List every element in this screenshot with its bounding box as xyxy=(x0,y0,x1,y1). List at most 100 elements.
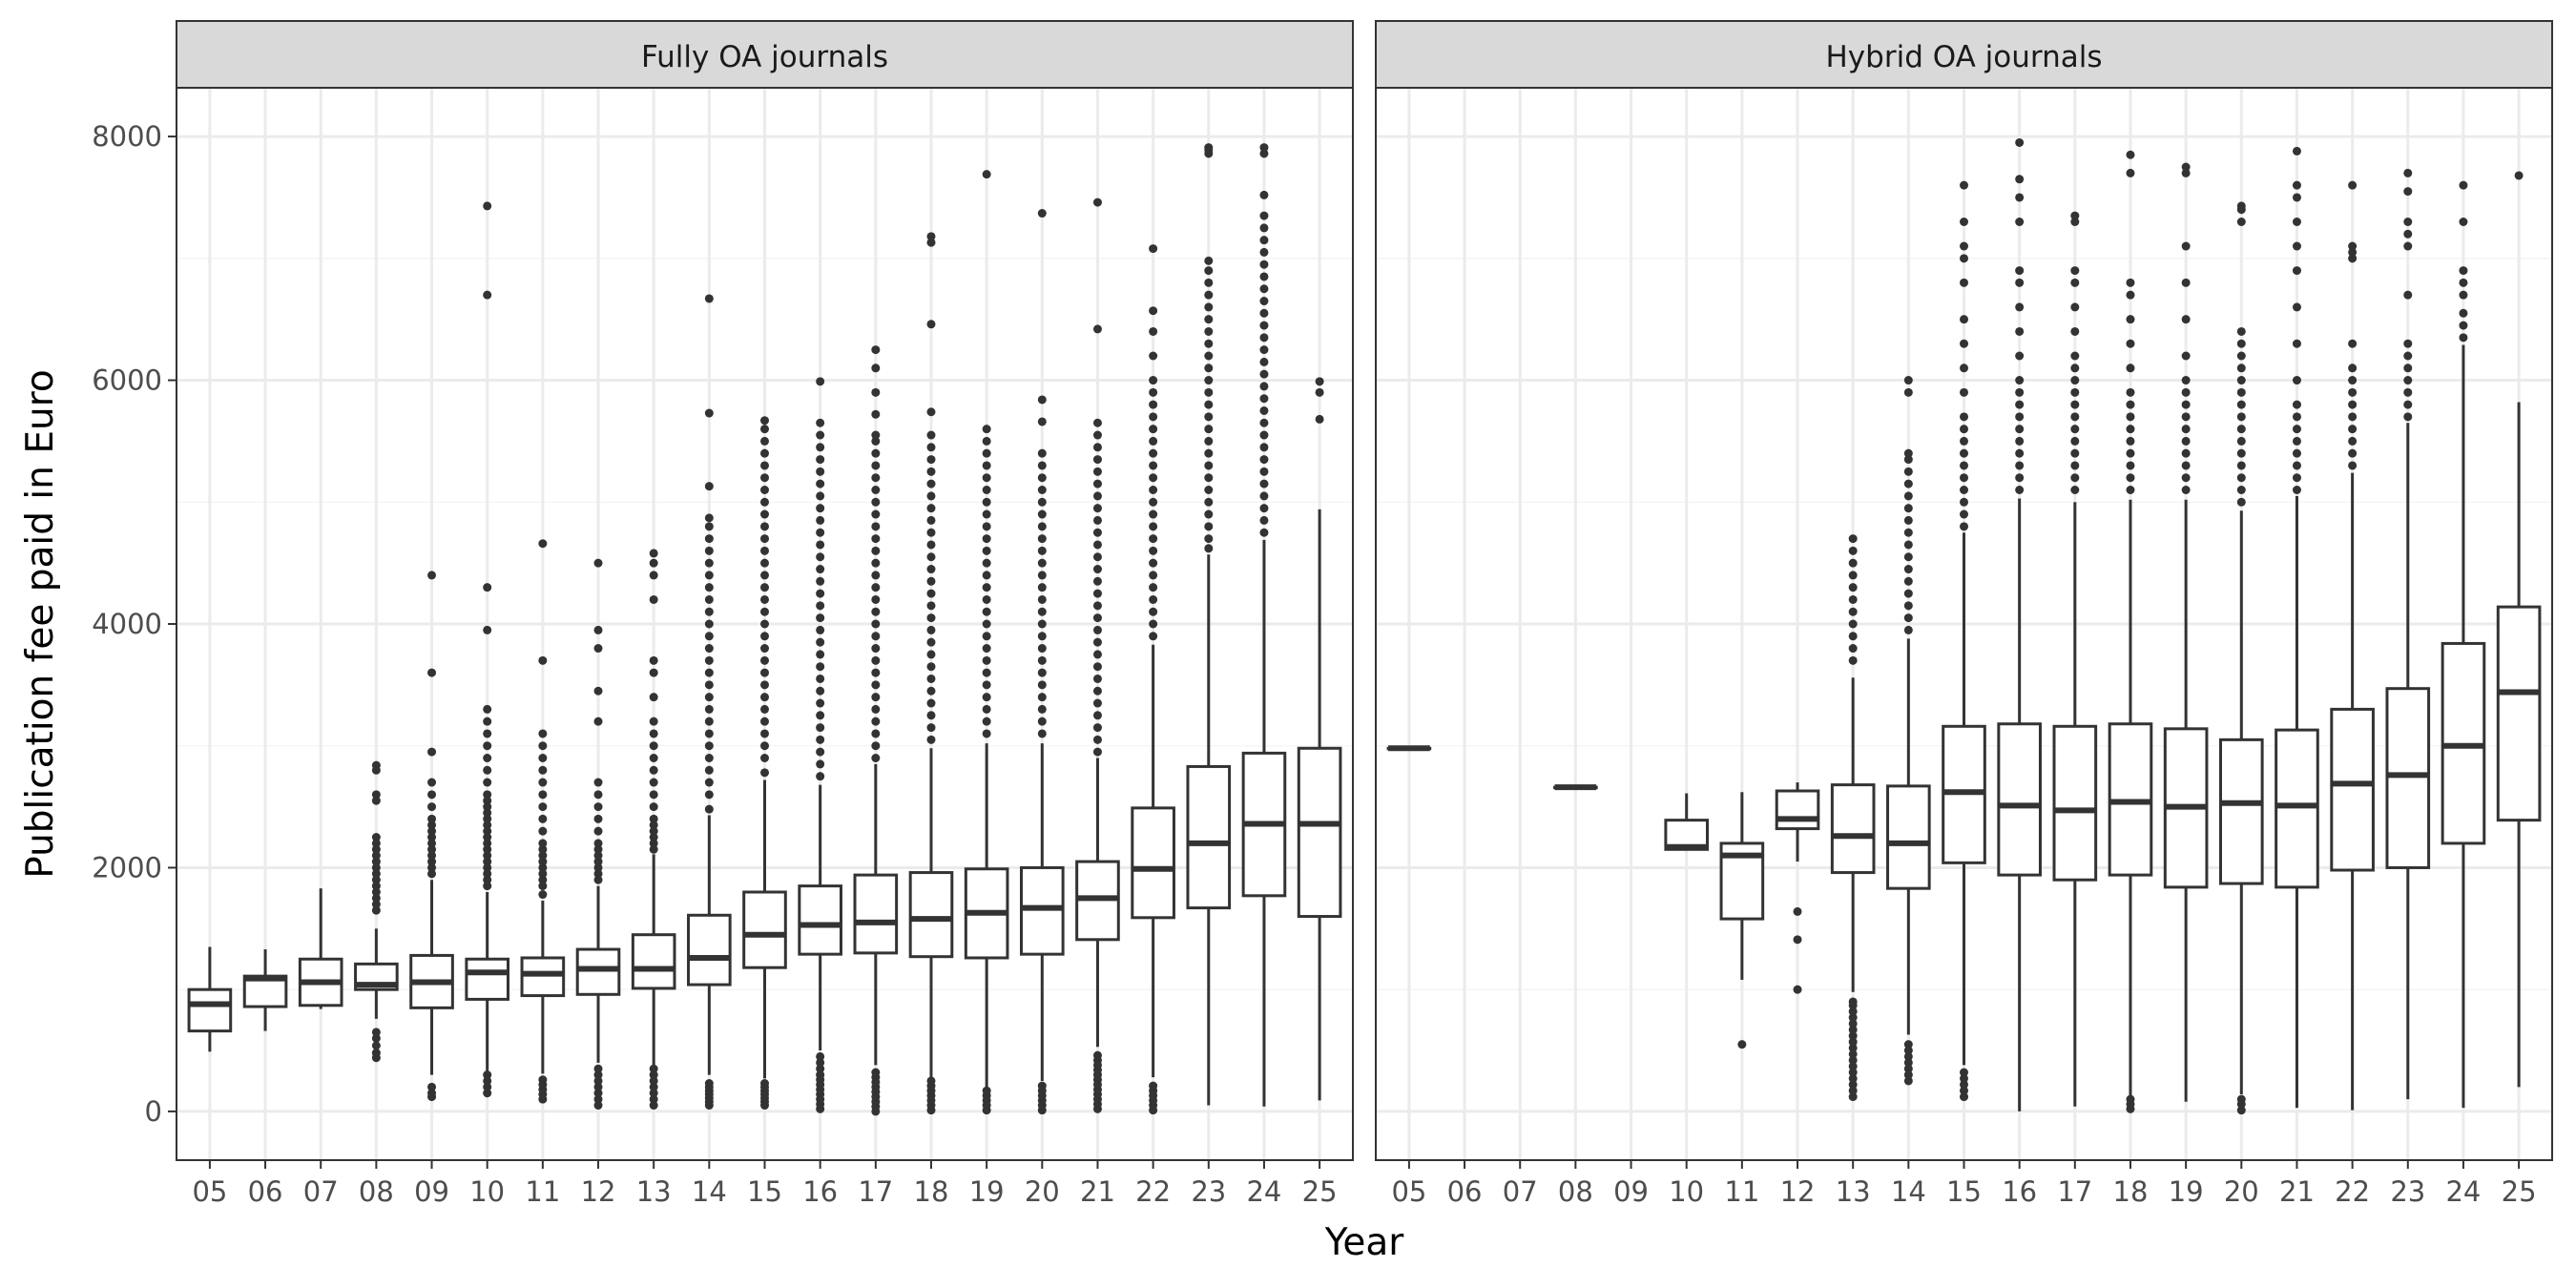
box-11 xyxy=(1719,792,1765,1049)
outlier-point xyxy=(1149,436,1158,446)
outlier-point xyxy=(926,735,936,744)
x-tick-label: 17 xyxy=(858,1175,893,1208)
outlier-point xyxy=(1259,357,1269,366)
outlier-point xyxy=(2236,400,2246,409)
outlier-point xyxy=(593,1082,603,1091)
outlier-point xyxy=(2236,461,2246,470)
outlier-point xyxy=(2181,278,2191,287)
outlier-point xyxy=(2292,461,2301,470)
outlier-point xyxy=(371,869,381,879)
x-tick-label: 23 xyxy=(1191,1175,1226,1208)
outlier-point xyxy=(1149,400,1158,409)
outlier-point xyxy=(926,540,936,550)
x-tick-label: 18 xyxy=(2113,1175,2149,1208)
outlier-point xyxy=(760,448,769,458)
outlier-point xyxy=(1848,644,1858,654)
outlier-point xyxy=(1903,1058,1913,1068)
outlier-point xyxy=(1903,625,1913,634)
box-18 xyxy=(908,232,954,1115)
outlier-point xyxy=(649,839,658,848)
outlier-point xyxy=(1848,1092,1858,1102)
outlier-point xyxy=(1204,143,1214,153)
outlier-point xyxy=(1960,364,1968,373)
outlier-point xyxy=(1315,387,1324,397)
outlier-point xyxy=(1037,417,1047,426)
x-tick-label: 05 xyxy=(192,1175,227,1208)
outlier-point xyxy=(538,844,548,854)
outlier-point xyxy=(704,408,714,418)
outlier-point xyxy=(1903,448,1913,458)
outlier-point xyxy=(926,491,936,501)
outlier-point xyxy=(871,619,881,629)
outlier-point xyxy=(538,655,548,665)
box-16 xyxy=(1997,137,2042,1111)
outlier-point xyxy=(1149,632,1158,641)
x-tick-label: 24 xyxy=(1246,1175,1281,1208)
outlier-point xyxy=(704,693,714,702)
outlier-point xyxy=(538,857,548,866)
outlier-point xyxy=(2459,321,2468,330)
outlier-point xyxy=(926,320,936,329)
boxes-fully-oa xyxy=(187,143,1342,1116)
outlier-point xyxy=(649,1070,658,1080)
outlier-point xyxy=(1960,486,1968,494)
outlier-point xyxy=(2292,339,2301,348)
outlier-point xyxy=(2236,436,2246,446)
outlier-point xyxy=(2236,218,2246,226)
outlier-point xyxy=(483,814,492,823)
box-23 xyxy=(2385,168,2431,1100)
outlier-point xyxy=(1259,190,1269,199)
outlier-point xyxy=(649,549,658,558)
outlier-point xyxy=(427,844,437,854)
outlier-point xyxy=(926,601,936,611)
facet-title-fully-oa: Fully OA journals xyxy=(641,40,888,74)
outlier-point xyxy=(483,1076,492,1086)
outlier-point xyxy=(2403,290,2413,300)
outlier-point xyxy=(2236,497,2246,507)
outlier-point xyxy=(2292,473,2301,483)
outlier-point xyxy=(1149,583,1158,592)
outlier-point xyxy=(871,430,881,440)
outlier-point xyxy=(704,804,714,814)
outlier-point xyxy=(982,1086,991,1095)
outlier-point xyxy=(2348,436,2358,446)
outlier-point xyxy=(871,409,881,419)
x-tick-label: 07 xyxy=(1503,1175,1538,1208)
outlier-point xyxy=(704,765,714,775)
outlier-point xyxy=(483,869,492,879)
outlier-point xyxy=(926,430,936,440)
outlier-point xyxy=(926,686,936,696)
outlier-point xyxy=(2015,266,2025,276)
outlier-point xyxy=(2514,171,2524,180)
iqr-box xyxy=(2275,728,2319,889)
outlier-point xyxy=(1903,491,1913,501)
outlier-point xyxy=(1793,985,1802,994)
outlier-point xyxy=(2292,448,2301,458)
outlier-point xyxy=(1204,544,1214,553)
outlier-point xyxy=(871,486,881,494)
outlier-point xyxy=(1259,467,1269,476)
box-17 xyxy=(2052,211,2098,1107)
outlier-point xyxy=(371,833,381,842)
box-15 xyxy=(742,416,787,1111)
outlier-point xyxy=(593,862,603,872)
outlier-point xyxy=(649,833,658,842)
outlier-point xyxy=(1903,455,1913,465)
outlier-point xyxy=(1204,364,1214,373)
outlier-point xyxy=(871,448,881,458)
x-tick-label: 10 xyxy=(469,1175,505,1208)
outlier-point xyxy=(371,857,381,866)
outlier-point xyxy=(982,729,991,738)
outlier-point xyxy=(2348,448,2358,458)
outlier-point xyxy=(1903,576,1913,586)
outlier-point xyxy=(538,890,548,900)
outlier-point xyxy=(483,790,492,800)
outlier-point xyxy=(2403,412,2413,422)
outlier-point xyxy=(649,1076,658,1086)
outlier-point xyxy=(760,594,769,604)
outlier-point xyxy=(2070,351,2080,361)
outlier-point xyxy=(2015,387,2025,397)
outlier-point xyxy=(2403,187,2413,197)
outlier-point xyxy=(1092,528,1102,537)
outlier-point xyxy=(1149,461,1158,470)
